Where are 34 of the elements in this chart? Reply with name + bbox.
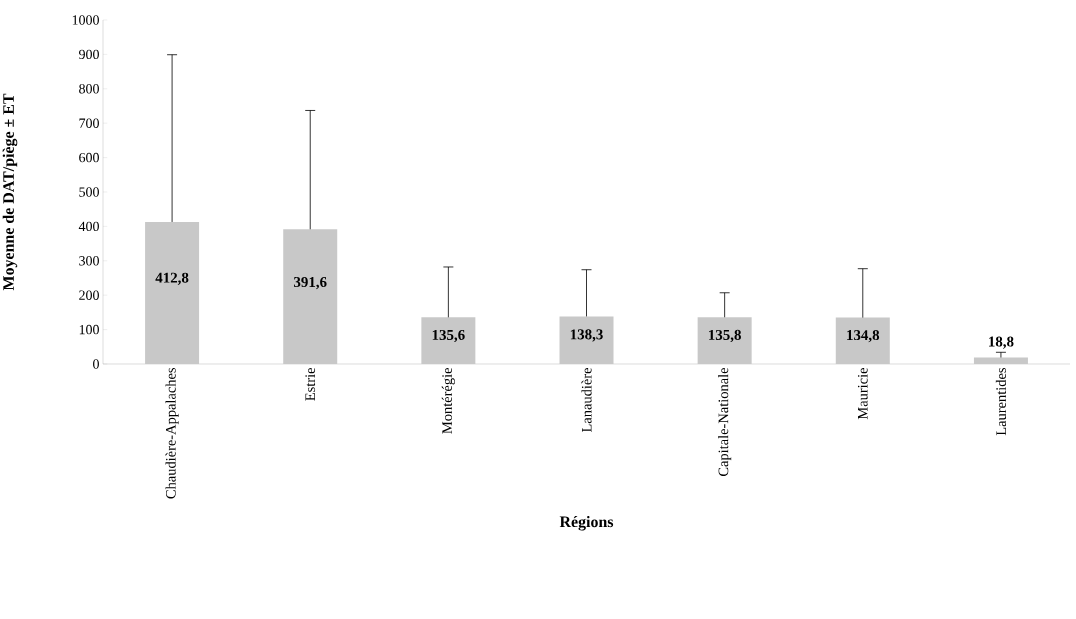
bar	[145, 221, 200, 364]
x-tick-label: Mauricie	[857, 368, 868, 420]
y-axis-title: Moyenne de DAT/piège ± ET	[2, 93, 18, 291]
y-tick-label: 600	[79, 152, 99, 163]
y-tick-label: 400	[78, 221, 99, 232]
data-label: 134,8	[847, 330, 880, 343]
data-label: 412,8	[155, 272, 189, 285]
bar	[835, 317, 890, 364]
y-tick-label: 1000	[72, 15, 99, 25]
x-axis-title: Régions	[559, 515, 614, 531]
x-tick-label: Capitale-Nationale	[718, 367, 732, 477]
x-tick-label: Montérégie	[441, 368, 455, 434]
data-label: 138,3	[570, 329, 603, 342]
data-label: 135,6	[432, 329, 465, 343]
data-label: 391,6	[293, 277, 327, 290]
data-label: 135,8	[709, 329, 741, 343]
x-tick-label: Lanaudière	[581, 368, 592, 433]
x-tick-label: Estrie	[305, 368, 316, 401]
y-tick-label: 700	[79, 118, 99, 128]
data-label: 18,8	[989, 336, 1014, 349]
bar	[697, 317, 752, 364]
bar	[559, 316, 614, 364]
y-tick-label: 900	[79, 49, 99, 60]
bar	[421, 317, 476, 364]
y-tick-label: 0	[93, 359, 99, 369]
y-tick-label: 300	[79, 256, 99, 266]
y-tick-label: 200	[79, 290, 99, 300]
bar	[283, 229, 338, 364]
bar	[973, 357, 1028, 364]
y-tick-label: 100	[79, 324, 99, 335]
x-tick-label: Chaudière-Appalaches	[165, 368, 179, 499]
y-tick-label: 800	[79, 84, 99, 94]
y-tick-label: 500	[79, 187, 99, 197]
x-tick-label: Laurentides	[995, 368, 1007, 436]
